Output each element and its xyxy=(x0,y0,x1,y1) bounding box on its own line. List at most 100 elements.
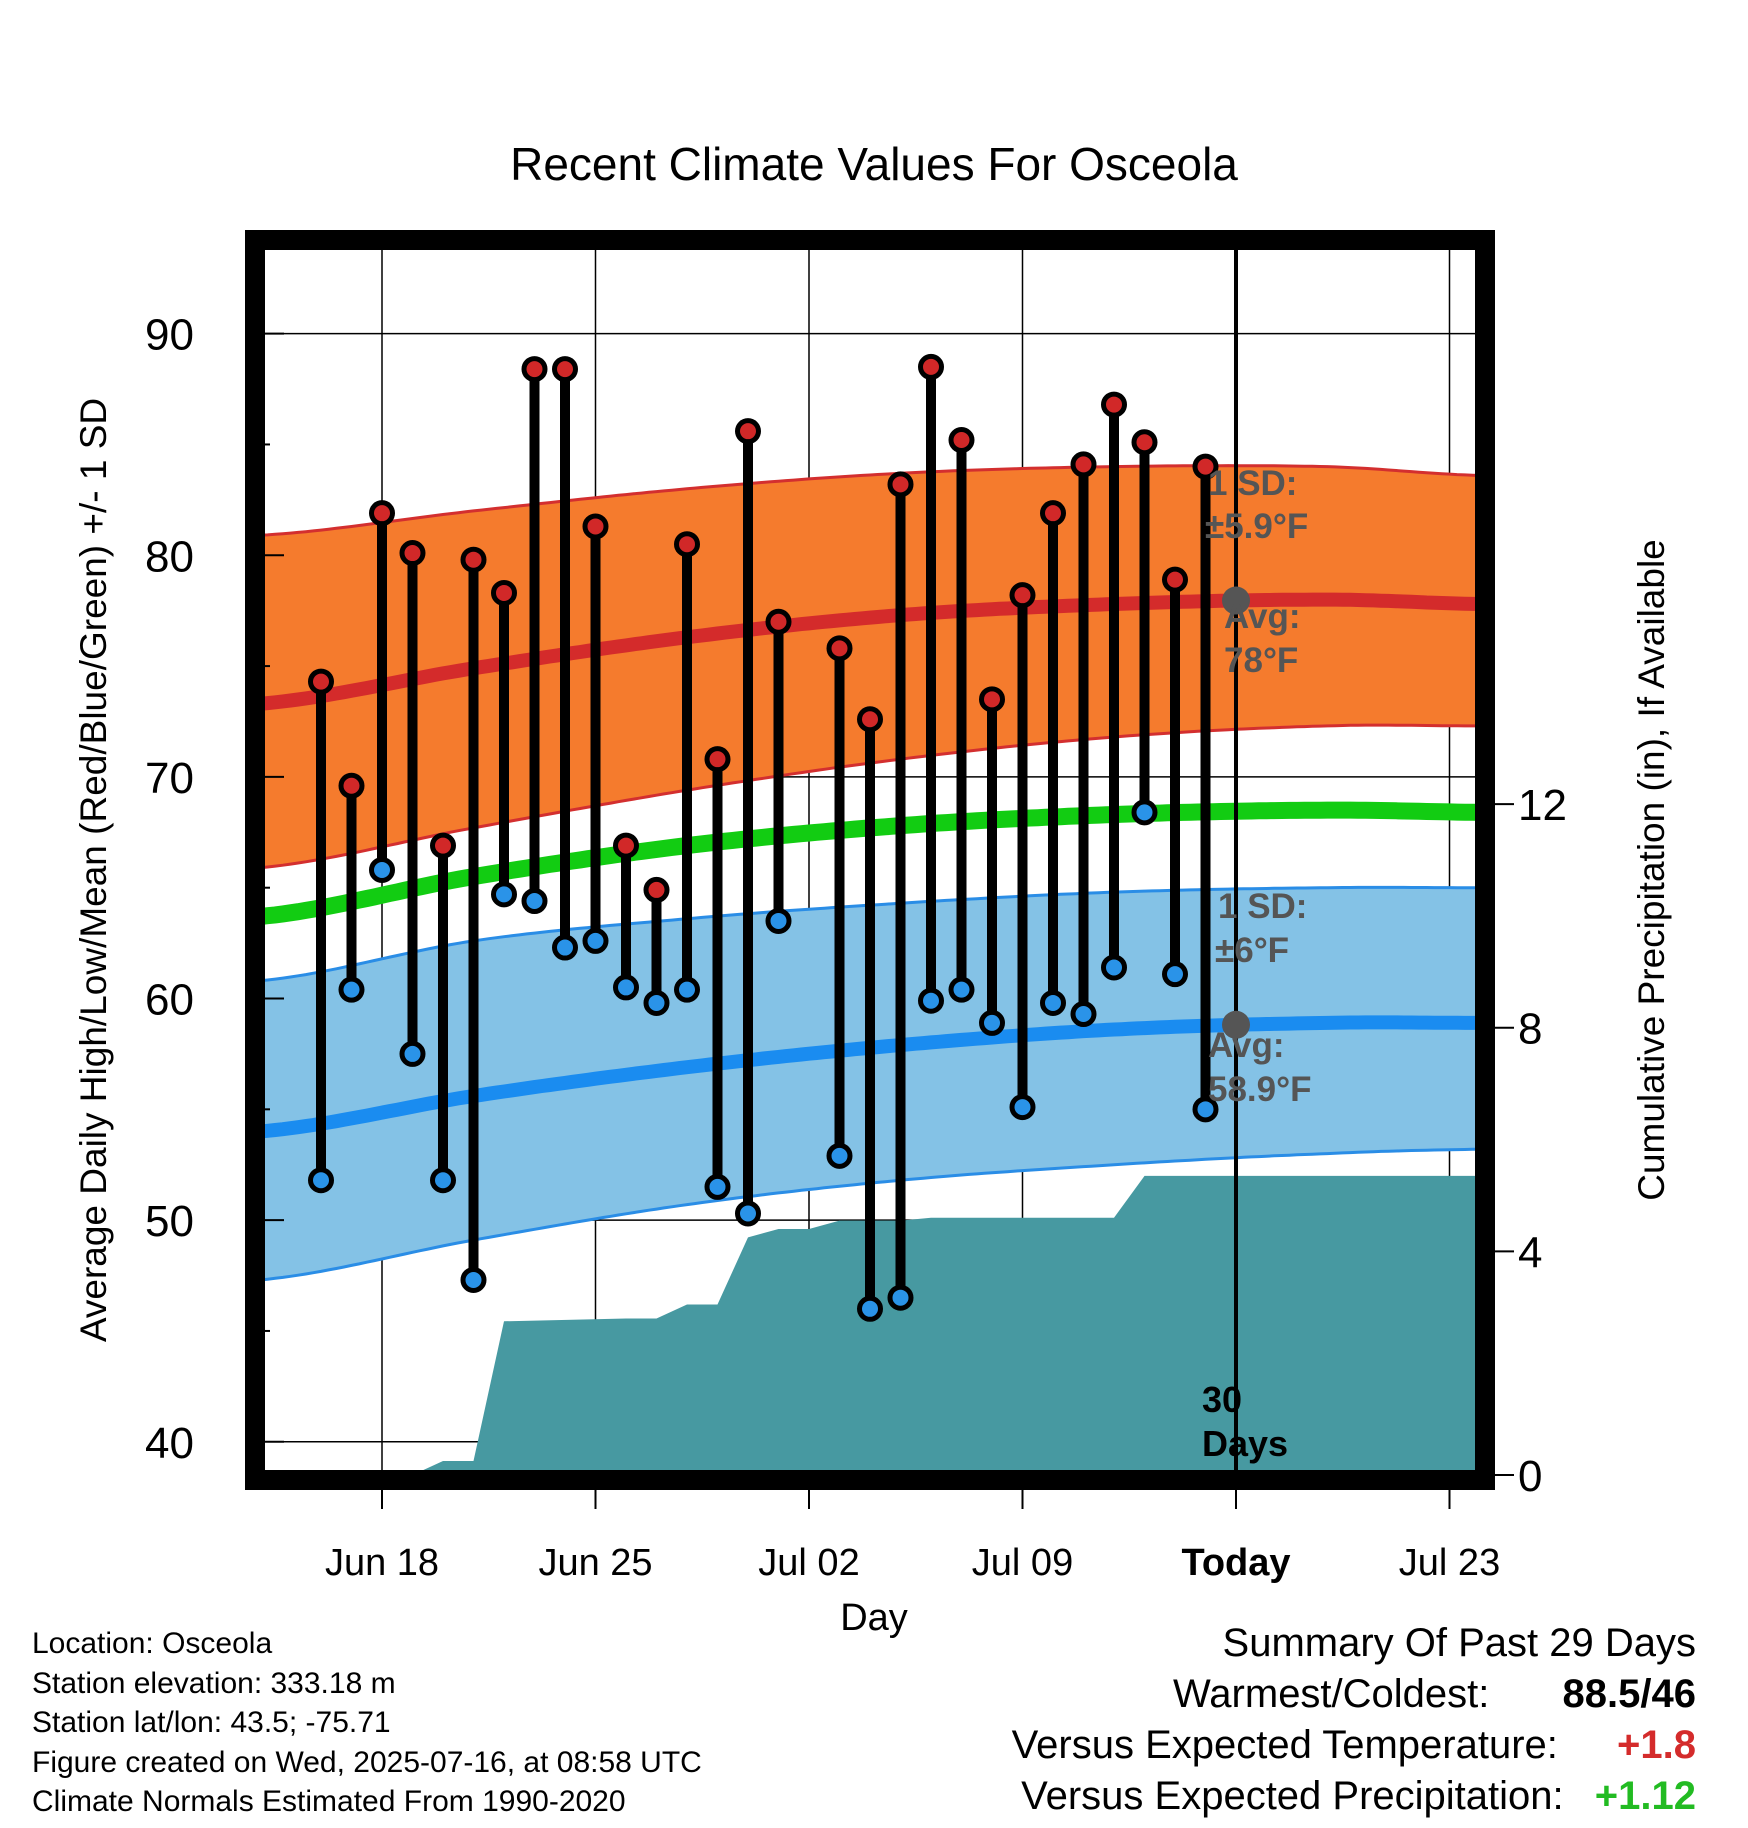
station-info: Location: Osceola Station elevation: 333… xyxy=(32,1624,702,1822)
y2-tick-label: 12 xyxy=(1518,781,1567,830)
daily-low-point xyxy=(582,927,609,954)
high-sd-annotation-unit: °F xyxy=(1273,507,1308,546)
summary-temp: Versus Expected Temperature: +1.8 xyxy=(1012,1720,1696,1771)
daily-high-point xyxy=(491,579,517,606)
daily-high-point xyxy=(521,356,548,383)
daily-high-point xyxy=(552,356,578,383)
daily-high-point xyxy=(582,513,609,540)
high-sd-annotation-label: 1 SD: xyxy=(1208,464,1297,503)
low-avg-annotation-unit: °F xyxy=(1276,1070,1311,1109)
high-avg-annotation-value: 78°F xyxy=(1224,641,1298,680)
location-text: Location: Osceola xyxy=(32,1627,273,1660)
daily-low-point xyxy=(1162,961,1188,988)
daily-low-point xyxy=(338,976,365,1003)
temp-label: Versus Expected Temperature: xyxy=(1011,1723,1558,1767)
y-axis-label: Average Daily High/Low/Mean (Red/Blue/Gr… xyxy=(73,398,114,1342)
daily-low-point xyxy=(399,1040,426,1067)
daily-low-point xyxy=(918,987,944,1014)
daily-high-point xyxy=(1162,566,1188,593)
daily-high-point xyxy=(1009,582,1036,609)
summary-warm-cold: Warmest/Coldest: 88.5/46 xyxy=(1012,1669,1696,1720)
daily-high-point xyxy=(765,608,792,635)
created-text: Figure created on Wed, 2025-07-16, at 08… xyxy=(32,1745,702,1779)
daily-high-point xyxy=(948,427,975,454)
x-tick-label: Jul 09 xyxy=(972,1542,1073,1584)
axes: 40 50 60 70 80 90 0 4 8 12 Jun 18 Jun 25 Jul 02 Jul 0… xyxy=(145,230,1567,1584)
low-sd-annotation-value: ±6°F xyxy=(1215,931,1289,970)
x-tick-label: Today xyxy=(1181,1542,1290,1584)
y-tick-label: 90 xyxy=(145,311,194,360)
daily-high-point xyxy=(1192,453,1219,480)
x-axis-label: Day xyxy=(840,1597,908,1639)
high-avg-annotation-unit: °F xyxy=(1263,641,1298,680)
daily-low-point xyxy=(765,907,792,934)
daily-low-point xyxy=(491,881,517,908)
daily-high-point xyxy=(857,706,883,733)
daily-low-point xyxy=(887,1284,914,1311)
y-tick-label: 80 xyxy=(145,532,194,581)
daily-low-point xyxy=(1131,799,1158,826)
daily-high-point xyxy=(399,540,426,567)
daily-low-point xyxy=(643,989,670,1016)
daily-low-point xyxy=(1192,1096,1219,1123)
daily-low-point xyxy=(979,1009,1005,1036)
elevation-text: Station elevation: 333.18 m xyxy=(32,1666,396,1700)
x-tick-label: Jun 18 xyxy=(325,1542,439,1584)
daily-high-point xyxy=(674,531,700,558)
x-tick-label: Jun 25 xyxy=(538,1542,652,1584)
y2-tick-label: 8 xyxy=(1518,1005,1542,1054)
daily-high-point xyxy=(887,471,914,498)
daily-low-point xyxy=(1009,1094,1036,1121)
summary-precip: Versus Expected Precipitation: +1.12 xyxy=(1012,1771,1696,1822)
warmest-value: 88.5 xyxy=(1562,1672,1641,1716)
high-sd-annotation-value: ±5.9°F xyxy=(1205,507,1308,546)
plot-clip-group xyxy=(260,245,1480,1475)
daily-low-point xyxy=(430,1167,456,1194)
chart-title: Recent Climate Values For Osceola xyxy=(510,138,1238,190)
daily-low-point xyxy=(613,974,639,1001)
daily-low-point xyxy=(735,1200,761,1227)
daily-high-point xyxy=(1040,500,1066,527)
y2-axis-label: Cumulative Precipitation (in), If Availa… xyxy=(1631,539,1672,1201)
x-tick-label: Jul 02 xyxy=(758,1542,859,1584)
y2-tick-label: 4 xyxy=(1518,1228,1542,1277)
daily-high-point xyxy=(613,832,639,859)
daily-high-point xyxy=(918,353,944,380)
daily-low-point xyxy=(521,888,548,914)
today-avg-high-marker xyxy=(1222,586,1250,615)
daily-low-point xyxy=(1101,954,1127,981)
daily-low-point xyxy=(704,1173,731,1200)
daily-low-point xyxy=(369,856,395,883)
y-tick-label: 60 xyxy=(145,976,194,1025)
days-annotation-label: Days xyxy=(1202,1423,1288,1464)
daily-high-point xyxy=(369,500,395,527)
daily-low-point xyxy=(1070,1001,1097,1028)
summary-panel: Summary Of Past 29 Days Warmest/Coldest:… xyxy=(1012,1618,1696,1822)
high-avg-annotation-label: Avg: xyxy=(1224,597,1300,636)
low-sd-annotation-label: 1 SD: xyxy=(1218,887,1307,926)
x-tick-label: Jul 23 xyxy=(1399,1542,1500,1584)
normals-text: Climate Normals Estimated From 1990-2020 xyxy=(32,1785,626,1818)
daily-high-point xyxy=(430,832,456,859)
low-avg-annotation-value: 58.9°F xyxy=(1208,1070,1312,1109)
daily-low-point xyxy=(674,976,700,1003)
temp-value: +1.8 xyxy=(1617,1723,1696,1767)
daily-low-point xyxy=(948,976,975,1003)
y2-tick-label: 0 xyxy=(1518,1452,1542,1501)
y-tick-label: 50 xyxy=(145,1197,194,1246)
precip-area xyxy=(382,1175,1480,1475)
daily-high-point xyxy=(826,635,853,662)
daily-high-point xyxy=(735,418,761,445)
precip-label: Versus Expected Precipitation: xyxy=(1021,1774,1564,1818)
daily-low-point xyxy=(1040,989,1066,1016)
daily-high-point xyxy=(1101,391,1127,418)
daily-low-point xyxy=(552,934,578,961)
y-tick-label: 70 xyxy=(145,754,194,803)
plot-frame xyxy=(245,230,1495,1490)
daily-low-point xyxy=(826,1142,853,1169)
daily-high-point xyxy=(1070,451,1097,478)
avg-high-line xyxy=(260,592,1480,711)
y-tick-label: 40 xyxy=(145,1419,194,1468)
low-sd-annotation-unit: °F xyxy=(1254,931,1289,970)
